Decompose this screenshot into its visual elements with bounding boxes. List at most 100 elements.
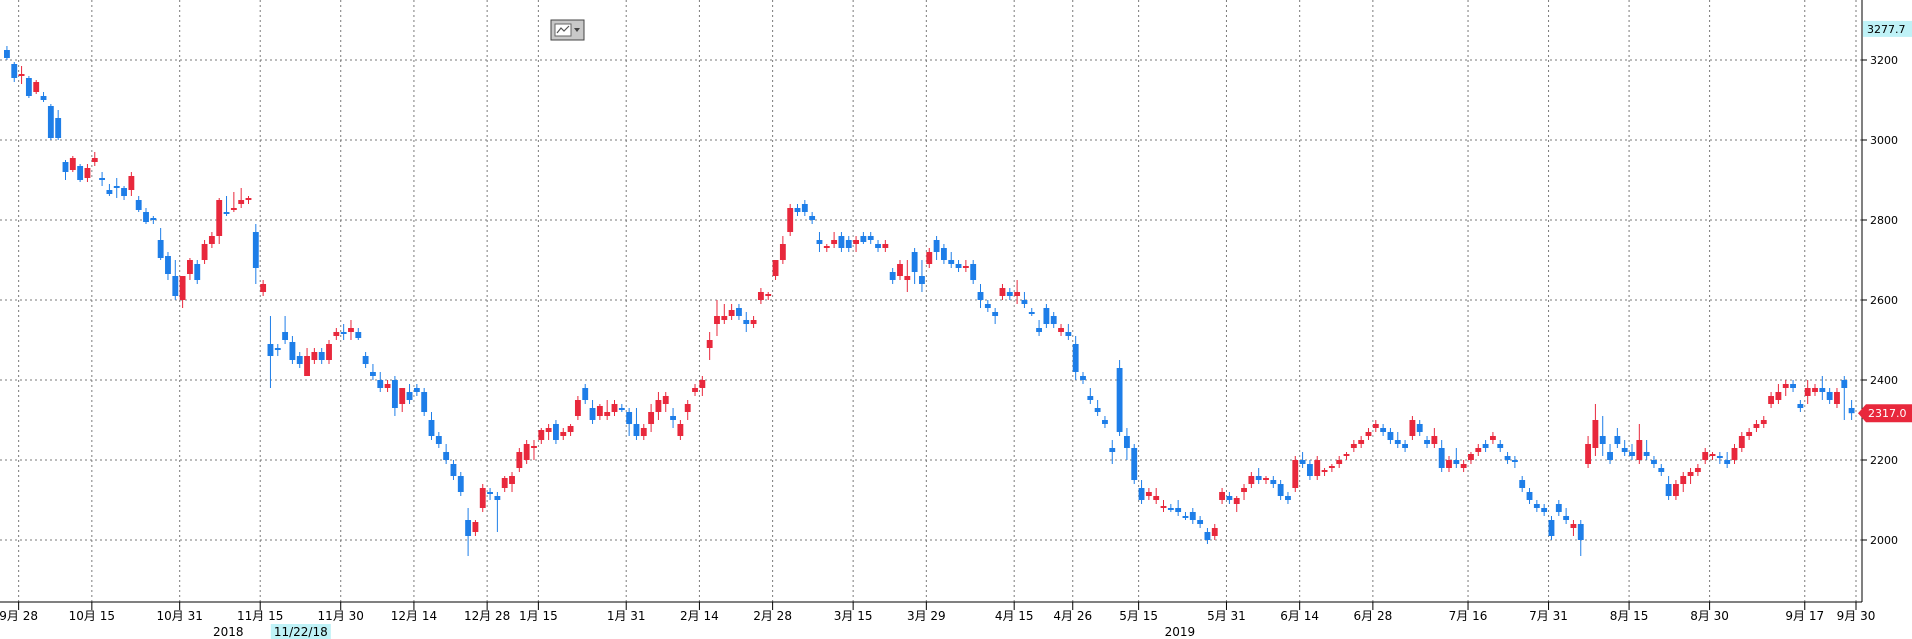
candle-up bbox=[208, 236, 215, 244]
candle-up bbox=[1211, 528, 1218, 536]
candle-down bbox=[55, 118, 62, 138]
candle-down bbox=[267, 344, 274, 356]
candle-down bbox=[1285, 496, 1291, 500]
candle-down bbox=[1453, 460, 1460, 464]
candle-down bbox=[450, 464, 457, 476]
candle-down bbox=[633, 424, 640, 436]
y-tick-label: 2600 bbox=[1870, 294, 1898, 307]
x-tick-label: 8月 15 bbox=[1610, 609, 1649, 623]
x-tick-label: 9月 28 bbox=[0, 609, 38, 623]
candle-up bbox=[677, 424, 684, 436]
candle-up bbox=[128, 176, 135, 190]
candle-down bbox=[1526, 492, 1533, 500]
candle-down bbox=[172, 276, 179, 296]
chart-type-button[interactable] bbox=[550, 19, 585, 41]
candle-down bbox=[1021, 300, 1028, 304]
candle-up bbox=[1694, 468, 1701, 472]
candle-down bbox=[377, 380, 384, 388]
candle-up bbox=[728, 310, 735, 316]
candle-up bbox=[1219, 492, 1226, 500]
candle-up bbox=[1248, 476, 1255, 484]
candle-up bbox=[187, 260, 193, 274]
candle-down bbox=[736, 308, 742, 316]
candle-down bbox=[845, 240, 852, 248]
candle-down bbox=[1226, 496, 1233, 500]
candle-up bbox=[84, 168, 91, 178]
candle-down bbox=[838, 236, 845, 248]
candle-down bbox=[919, 276, 925, 284]
candle-up bbox=[1058, 328, 1064, 332]
candle-down bbox=[618, 408, 625, 410]
candle-down bbox=[1380, 428, 1387, 432]
candle-up bbox=[1585, 444, 1592, 464]
x-tick-label: 1月 15 bbox=[519, 609, 558, 623]
candle-up bbox=[1350, 444, 1357, 448]
candle-up bbox=[699, 380, 706, 388]
candle-down bbox=[421, 392, 428, 412]
candle-down bbox=[296, 356, 303, 364]
candle-up bbox=[1738, 436, 1745, 448]
candle-up bbox=[926, 252, 933, 264]
candle-down bbox=[457, 476, 464, 492]
candle-down bbox=[816, 240, 823, 244]
candle-down bbox=[1299, 460, 1306, 464]
candle-down bbox=[1577, 524, 1584, 540]
crosshair-date-badge bbox=[270, 624, 331, 639]
candle-down bbox=[194, 264, 201, 280]
candle-up bbox=[1241, 488, 1247, 492]
candle-up bbox=[772, 260, 779, 276]
candle-down bbox=[487, 492, 493, 494]
candle-up bbox=[384, 384, 391, 388]
candle-up bbox=[962, 266, 969, 268]
candles bbox=[4, 46, 1855, 556]
candle-down bbox=[984, 304, 991, 308]
candle-up bbox=[1753, 424, 1760, 428]
candle-down bbox=[1116, 368, 1123, 432]
candle-down bbox=[99, 178, 106, 180]
candle-down bbox=[1607, 452, 1613, 460]
candle-down bbox=[1665, 484, 1672, 496]
candle-down bbox=[1087, 396, 1094, 400]
candle-down bbox=[1716, 456, 1723, 458]
candle-down bbox=[406, 392, 413, 400]
candle-down bbox=[1387, 432, 1394, 440]
candle-down bbox=[1826, 392, 1833, 400]
candle-up bbox=[1431, 436, 1438, 444]
candle-up bbox=[823, 246, 830, 248]
candle-down bbox=[1541, 508, 1548, 512]
candle-down bbox=[1504, 456, 1511, 460]
candle-up bbox=[1160, 506, 1167, 508]
candle-up bbox=[179, 276, 186, 300]
candle-up bbox=[516, 452, 523, 468]
candle-up bbox=[750, 320, 757, 324]
candle-up bbox=[1746, 432, 1753, 436]
x-tick-label: 4月 15 bbox=[995, 609, 1034, 623]
candle-down bbox=[794, 208, 801, 212]
candle-down bbox=[77, 166, 84, 180]
candle-up bbox=[897, 264, 903, 276]
candle-up bbox=[1804, 388, 1811, 396]
candle-down bbox=[40, 96, 47, 100]
candle-down bbox=[860, 236, 867, 242]
candle-down bbox=[1563, 516, 1570, 520]
candle-down bbox=[106, 190, 113, 194]
candle-down bbox=[1416, 424, 1423, 432]
candle-down bbox=[1797, 404, 1804, 408]
candle-down bbox=[955, 264, 962, 268]
candle-down bbox=[150, 218, 157, 220]
candle-up bbox=[523, 444, 530, 460]
candle-up bbox=[216, 200, 223, 236]
candle-up bbox=[1233, 498, 1240, 504]
candle-up bbox=[531, 446, 537, 448]
y-tick-label: 3000 bbox=[1870, 134, 1898, 147]
candle-down bbox=[1036, 328, 1042, 332]
candle-down bbox=[743, 320, 750, 324]
candle-down bbox=[670, 416, 676, 420]
candle-down bbox=[282, 332, 289, 340]
candle-down bbox=[1028, 312, 1035, 314]
candle-up bbox=[245, 198, 252, 200]
candle-up bbox=[311, 352, 318, 360]
candle-up bbox=[1153, 496, 1160, 500]
candle-down bbox=[355, 332, 362, 338]
x-tick-label: 12月 14 bbox=[391, 609, 437, 623]
